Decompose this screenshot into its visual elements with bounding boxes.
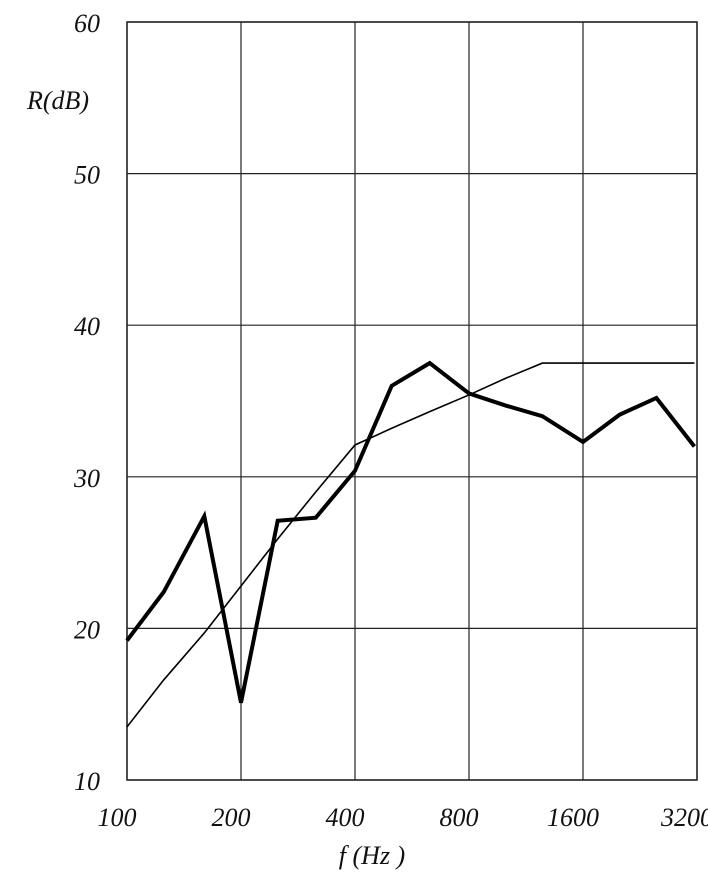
x-tick-label: 3200 [660,803,708,832]
y-tick-label: 10 [74,767,100,796]
plot-frame [126,21,698,781]
x-tick-label: 1600 [547,803,599,832]
y-tick-label: 40 [74,312,100,341]
y-axis-label: R(dB) [26,86,89,115]
y-tick-label: 50 [74,161,100,190]
x-tick-label: 200 [212,803,251,832]
x-axis-label: f (Hz ) [339,841,405,870]
data-line [125,360,696,704]
y-tick-label: 20 [74,615,100,644]
x-tick-label: 400 [326,803,365,832]
x-tick-label: 800 [440,803,479,832]
y-tick-label: 30 [73,464,100,493]
y-tick-label: 60 [74,9,100,38]
x-tick-label: 100 [98,803,137,832]
data-line [126,362,695,728]
